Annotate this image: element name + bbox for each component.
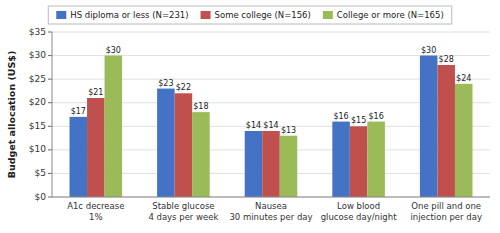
x-tick-label: Low bloodglucose day/night: [321, 201, 397, 222]
y-tick: [48, 55, 52, 56]
chart: $0 $5 $10 $15 $20 $25 $30 $35 Budget allocation …: [0, 0, 500, 233]
legend-label: HS diploma or less (N=231): [70, 10, 188, 20]
bar: [87, 98, 105, 197]
bar: [455, 84, 473, 197]
x-tick-label-line: A1c decrease: [67, 201, 124, 211]
y-tick: [48, 173, 52, 174]
x-tick-label-line: Low blood: [337, 201, 380, 211]
legend-swatch: [201, 11, 211, 19]
legend-label: College or more (N=165): [337, 10, 444, 20]
y-tick: [48, 102, 52, 103]
legend-swatch: [323, 11, 333, 19]
y-tick-label: $35: [29, 27, 46, 37]
bar: [437, 65, 455, 197]
y-axis-line: [52, 32, 53, 197]
data-label: $28: [439, 55, 454, 64]
data-label: $30: [421, 46, 436, 55]
data-label: $18: [193, 102, 208, 111]
data-label: $16: [333, 112, 348, 121]
bar: [245, 131, 263, 197]
y-tick-label: $25: [29, 74, 46, 84]
bar: [105, 56, 123, 197]
bar: [280, 136, 298, 197]
bar: [192, 112, 210, 197]
legend-frame: [48, 6, 451, 24]
data-labels: $17$23$14$16$30$21$22$14$15$28$30$18$13$…: [71, 46, 472, 135]
x-tick-label-line: One pill and one: [411, 201, 481, 211]
bars: [70, 56, 473, 197]
data-label: $23: [158, 79, 173, 88]
grid: [52, 32, 490, 197]
x-tick-label: A1c decrease1%: [67, 201, 124, 222]
bar: [157, 89, 175, 197]
y-tick: [48, 149, 52, 150]
y-tick: [48, 79, 52, 80]
x-tick-label-line: 30 minutes per day: [229, 212, 312, 222]
x-tick-label: Stable glucose4 days per week: [148, 201, 218, 222]
y-tick-label: $15: [29, 121, 46, 131]
bar: [175, 93, 193, 197]
x-tick-label-line: glucose day/night: [321, 212, 397, 222]
bar: [262, 131, 280, 197]
data-label: $16: [368, 112, 383, 121]
bar: [420, 56, 438, 197]
bar: [70, 117, 88, 197]
y-axis-label: Budget allocation (US$): [6, 51, 17, 179]
x-tick-label-line: 4 days per week: [148, 212, 218, 222]
x-tick-label-line: Nausea: [255, 201, 287, 211]
data-label: $14: [246, 121, 261, 130]
y-tick-label: $20: [29, 97, 46, 107]
legend-swatch: [56, 11, 66, 19]
data-label: $14: [263, 121, 278, 130]
bar: [332, 122, 350, 197]
y-tick-label: $0: [35, 192, 47, 202]
legend: HS diploma or less (N=231) Some college (…: [48, 6, 451, 24]
x-tick-label-line: 1%: [89, 212, 103, 222]
x-tick-label: One pill and oneinjection per day: [410, 201, 481, 222]
data-label: $22: [176, 83, 191, 92]
bar: [367, 122, 385, 197]
x-tick-label-line: injection per day: [410, 212, 481, 222]
bar: [350, 126, 368, 197]
y-tick-label: $10: [29, 144, 46, 154]
x-axis-line: [52, 197, 490, 198]
grid-line: [52, 32, 490, 33]
y-tick: [48, 126, 52, 127]
data-label: $15: [351, 116, 366, 125]
data-label: $30: [106, 46, 121, 55]
data-label: $21: [88, 88, 103, 97]
legend-label: Some college (N=156): [215, 10, 311, 20]
x-tick-label: Nausea30 minutes per day: [229, 201, 312, 222]
grid-line: [52, 197, 490, 198]
data-label: $17: [71, 107, 86, 116]
y-tick-label: $5: [35, 168, 46, 178]
y-tick-label: $30: [29, 50, 46, 60]
data-label: $24: [456, 74, 471, 83]
data-label: $13: [281, 126, 296, 135]
y-tick: [48, 32, 52, 33]
x-tick-label-line: Stable glucose: [152, 201, 214, 211]
y-tick: [48, 197, 52, 198]
